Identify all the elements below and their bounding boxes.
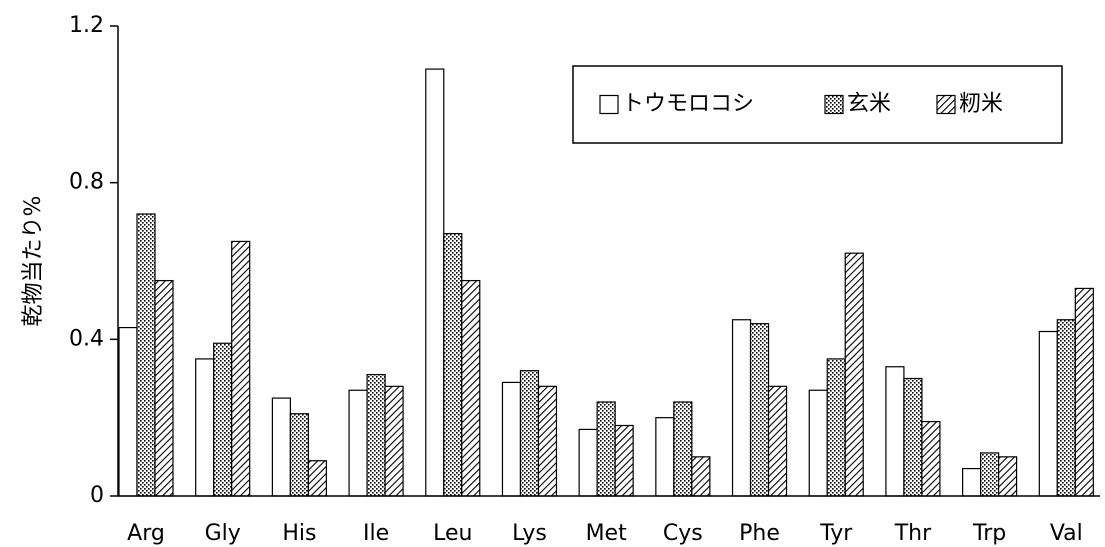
x-tick-label: Trp <box>972 521 1006 546</box>
bar <box>1056 319 1076 497</box>
bar <box>691 456 711 497</box>
bar <box>885 366 905 497</box>
bar <box>826 358 846 497</box>
bar <box>307 460 327 497</box>
x-tick-label: Ile <box>363 521 389 546</box>
bar <box>425 68 445 497</box>
bar <box>384 385 404 497</box>
bar <box>596 401 616 497</box>
legend-swatch <box>936 94 956 115</box>
bar <box>271 397 291 497</box>
bar <box>118 326 138 497</box>
legend-swatch <box>599 94 619 115</box>
bar <box>443 232 463 497</box>
y-tick-label: 0.8 <box>69 170 104 195</box>
x-tick-label: Gly <box>205 521 241 546</box>
bar <box>154 279 174 497</box>
bar <box>289 413 309 497</box>
bar <box>231 240 251 497</box>
x-tick-label: Thr <box>894 521 932 546</box>
bar <box>808 389 828 497</box>
bar <box>213 342 233 497</box>
bar <box>1038 330 1058 497</box>
legend-label: トウモロコシ <box>622 92 754 117</box>
bar <box>348 389 368 497</box>
bar <box>980 452 1000 497</box>
bar <box>366 373 386 497</box>
x-tick-label: Leu <box>433 521 472 546</box>
bar <box>673 401 693 497</box>
x-tick-label: Lys <box>512 521 547 546</box>
y-tick-label: 1.2 <box>69 13 104 38</box>
y-tick-label: 0.4 <box>69 326 104 351</box>
x-tick-label: Arg <box>127 521 165 546</box>
bar <box>519 370 540 497</box>
bar <box>903 377 923 497</box>
bar <box>731 319 752 497</box>
bar <box>767 385 788 497</box>
x-tick-label: Cys <box>663 521 703 546</box>
bar <box>461 279 481 497</box>
y-tick-label: 0 <box>90 483 104 508</box>
x-tick-label: Tyr <box>819 521 853 546</box>
bar <box>921 420 941 497</box>
bar <box>195 358 215 497</box>
bar <box>962 467 982 497</box>
legend-box <box>572 65 1063 144</box>
legend-label: 玄米 <box>847 92 891 117</box>
x-tick-label: His <box>282 521 316 546</box>
bar <box>136 213 156 497</box>
bar <box>1074 287 1094 497</box>
legend-label: 籾米 <box>959 92 1003 117</box>
x-tick-label: Val <box>1050 521 1083 546</box>
bar <box>998 456 1018 497</box>
bar <box>578 428 598 497</box>
x-tick-label: Phe <box>739 521 780 546</box>
bar <box>749 323 770 497</box>
y-axis-label: 乾物当たり% <box>21 196 46 327</box>
bar <box>655 417 675 497</box>
bar <box>614 424 634 497</box>
bar <box>501 381 522 497</box>
x-tick-label: Met <box>586 521 628 546</box>
bar <box>844 252 864 497</box>
legend-swatch <box>824 94 844 115</box>
bar <box>537 385 558 497</box>
